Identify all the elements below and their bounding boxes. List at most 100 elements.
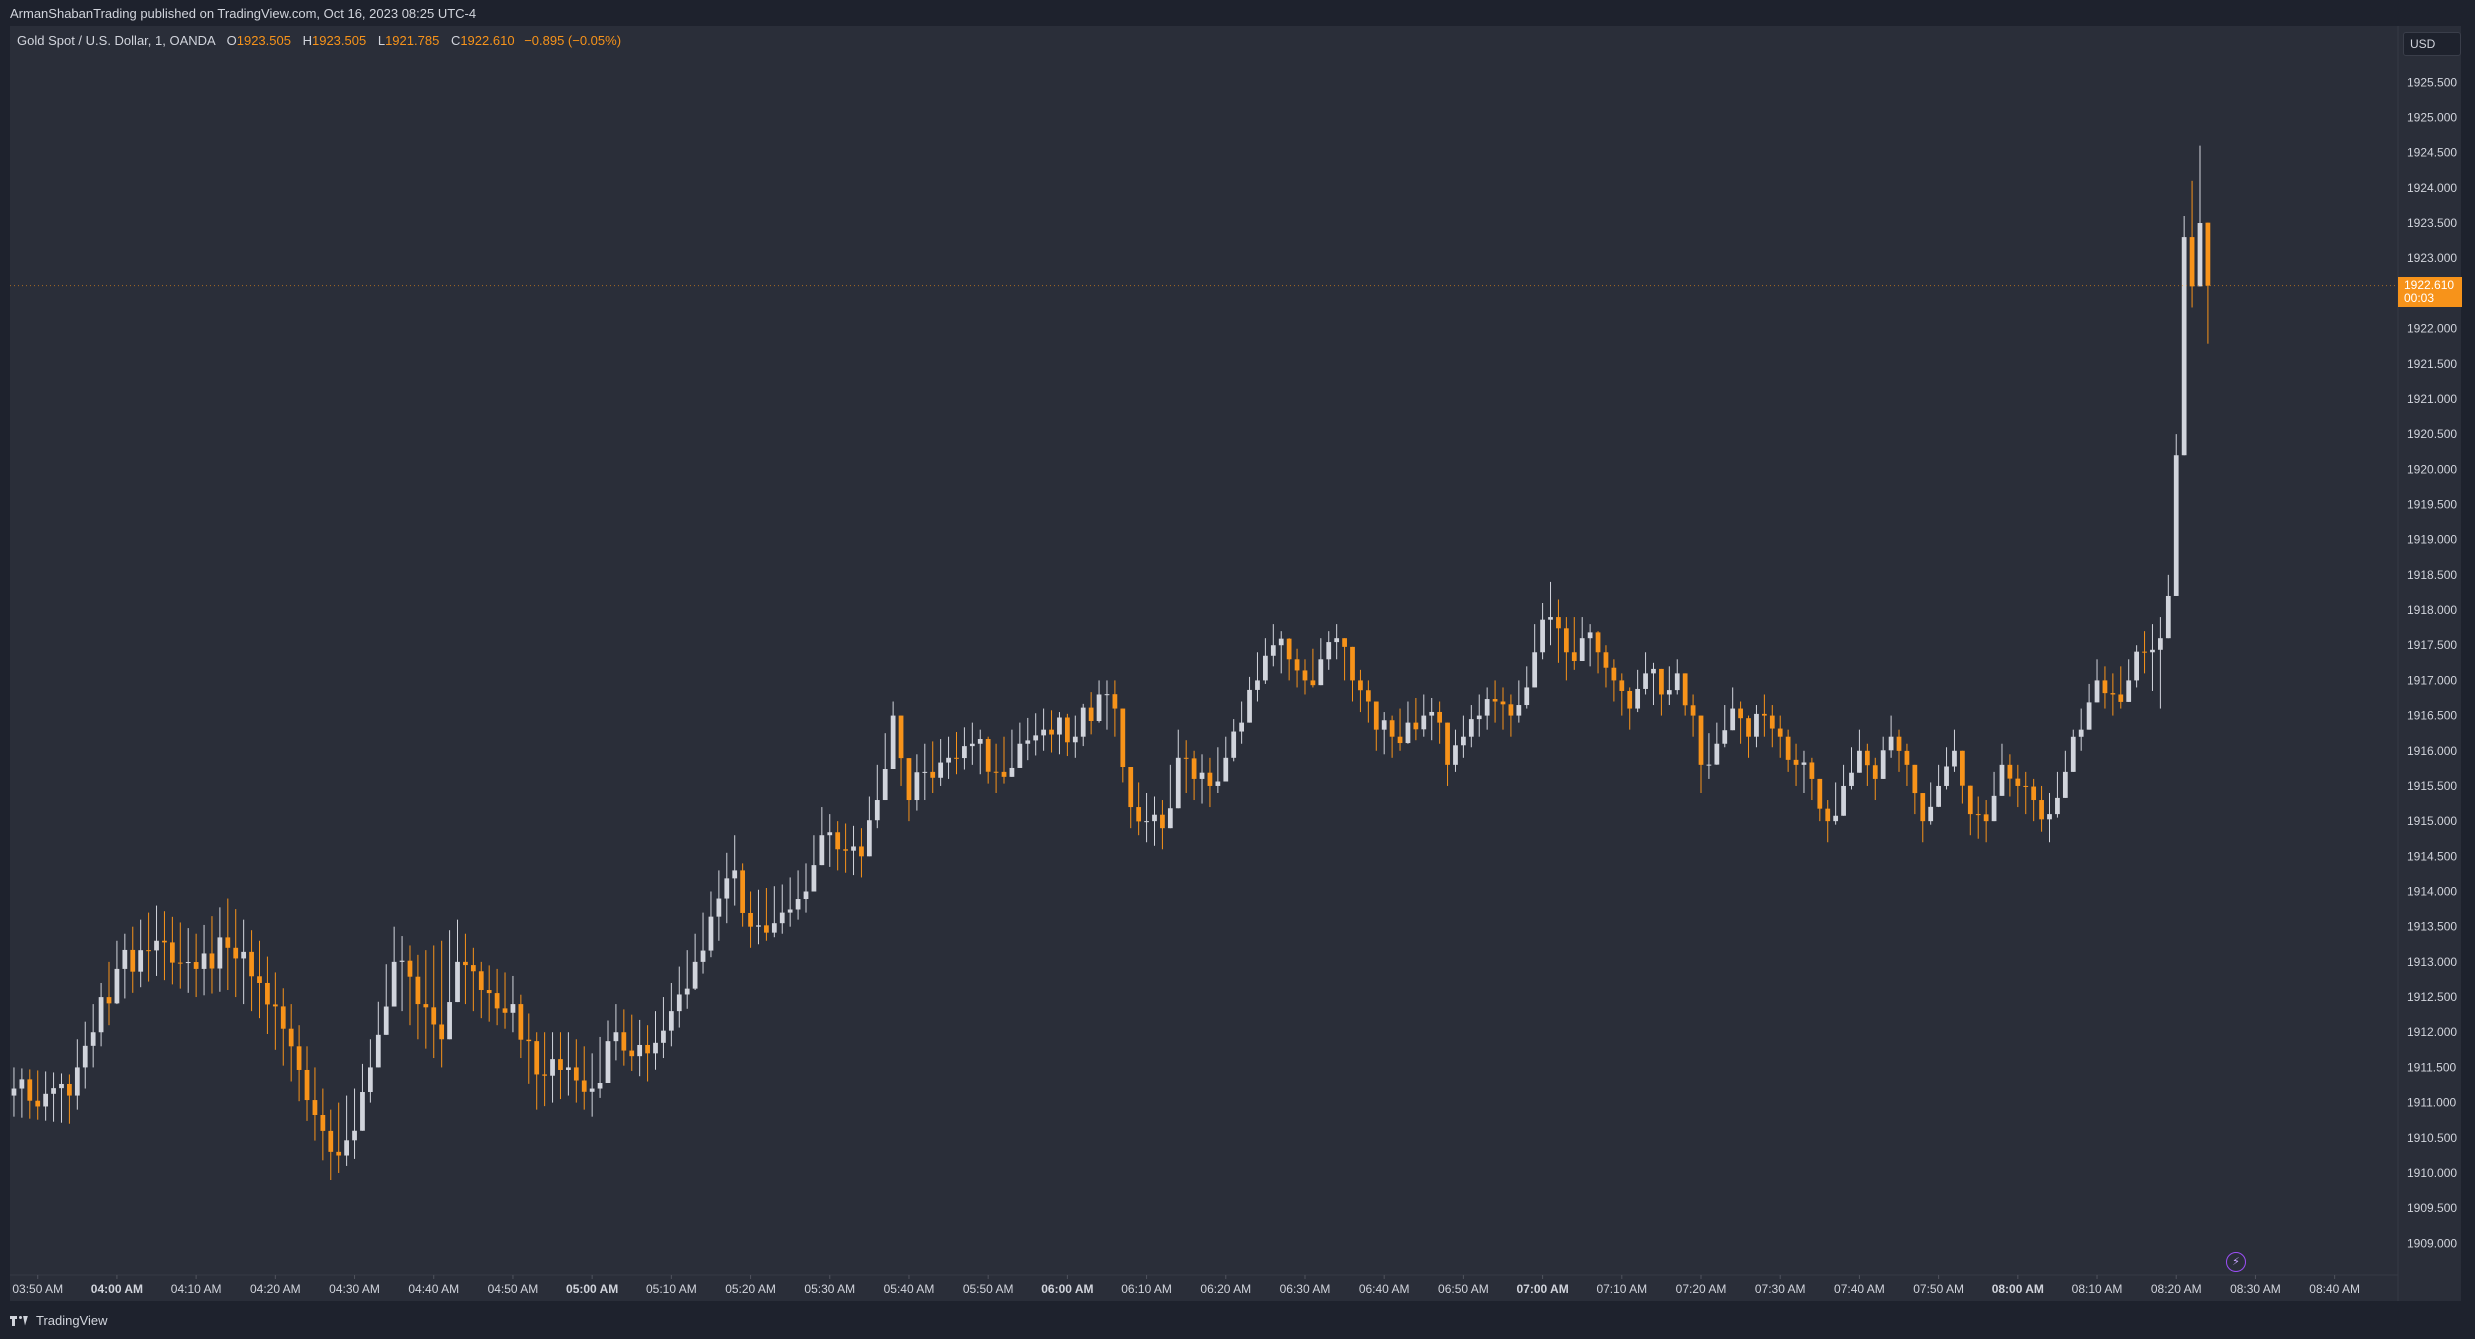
candle-body [2047, 814, 2052, 820]
price-tick-label: 1919.500 [2407, 497, 2457, 511]
candle-body [843, 849, 848, 851]
candle-body [748, 912, 753, 927]
price-tick-label: 1923.000 [2407, 251, 2457, 265]
candle-body [1080, 707, 1086, 737]
price-tick-label: 1922.000 [2407, 322, 2457, 336]
candle-body [304, 1069, 310, 1101]
candle-body [969, 743, 975, 747]
symbol-legend: Gold Spot / U.S. Dollar, 1, OANDA O1923.… [17, 33, 621, 48]
candle-body [518, 1004, 524, 1040]
price-tick-label: 1913.500 [2407, 920, 2457, 934]
candle-body [328, 1130, 334, 1152]
candle-body [993, 771, 999, 773]
candle-body [257, 976, 262, 983]
chart-area[interactable] [10, 26, 2461, 1301]
lightning-bolt-icon[interactable]: ⚡ [2226, 1252, 2246, 1272]
candle-body [558, 1059, 563, 1070]
candle-body [1215, 781, 1221, 786]
candle-body [201, 953, 207, 969]
time-tick-label: 04:10 AM [171, 1282, 222, 1296]
candle-body [352, 1130, 357, 1141]
candle-body [74, 1067, 80, 1096]
candle-body [2150, 649, 2155, 653]
candle-body [106, 997, 112, 1004]
candle-body [375, 1034, 381, 1068]
candle-body [835, 832, 841, 850]
candle-body [1991, 795, 1997, 822]
candle-body [1833, 815, 1839, 822]
candle-body [43, 1093, 49, 1107]
tradingview-brand-text: TradingView [36, 1313, 108, 1328]
candle-body [716, 898, 722, 917]
candle-body [2189, 237, 2195, 287]
candle-body [1635, 688, 1641, 709]
candle-body [1096, 694, 1102, 722]
candle-body [1738, 708, 1743, 719]
candle-body [1516, 705, 1522, 716]
candle-body [130, 949, 136, 972]
candle-body [1191, 758, 1197, 779]
candle-body [1310, 680, 1316, 686]
candle-body [1944, 766, 1949, 786]
candle-body [1160, 814, 1165, 829]
candle-body [1223, 757, 1229, 782]
candle-body [138, 950, 144, 972]
symbol-title[interactable]: Gold Spot / U.S. Dollar, 1, OANDA [17, 33, 215, 48]
candle-body [193, 962, 199, 969]
candle-body [1825, 808, 1831, 822]
time-tick-label: 06:40 AM [1359, 1282, 1410, 1296]
candle-body [1864, 750, 1870, 766]
price-tick-label: 1925.000 [2407, 110, 2457, 124]
candle-body [1405, 722, 1411, 744]
time-tick-label: 08:40 AM [2309, 1282, 2360, 1296]
candle-body [1492, 699, 1498, 702]
candle-body [1659, 668, 1664, 695]
change-value: −0.895 (−0.05%) [524, 33, 622, 48]
candle-body [1666, 690, 1672, 695]
time-tick-label: 06:30 AM [1280, 1282, 1331, 1296]
tradingview-brand-link[interactable]: TradingView [10, 1313, 108, 1328]
candle-body [573, 1067, 579, 1081]
price-tick-label: 1914.500 [2407, 849, 2457, 863]
candle-body [2118, 694, 2124, 702]
open-label: O [226, 33, 237, 48]
candle-body [1009, 767, 1015, 777]
candle-body [795, 899, 801, 910]
candle-body [431, 1007, 437, 1025]
candle-body [1001, 771, 1007, 777]
time-tick-label: 07:00 AM [1516, 1282, 1568, 1296]
candle-body [1619, 680, 1625, 691]
candle-body [1175, 757, 1181, 809]
time-tick-label: 05:10 AM [646, 1282, 697, 1296]
candle-body [1128, 767, 1134, 808]
candle-body [1952, 750, 1957, 767]
candle-body [1468, 719, 1474, 737]
candle-body [859, 846, 864, 857]
candle-body [708, 916, 714, 951]
publisher-text: ArmanShabanTrading published on TradingV… [10, 6, 477, 21]
candle-body [819, 835, 825, 866]
candle-body [1318, 659, 1324, 686]
currency-selector[interactable]: USD [2403, 32, 2461, 56]
candle-body [629, 1050, 635, 1057]
candle-body [1365, 690, 1371, 702]
candle-body [1334, 638, 1340, 643]
candle-body [1358, 680, 1363, 691]
candle-body [637, 1044, 643, 1057]
candle-body [1120, 708, 1126, 768]
candle-body [1651, 668, 1656, 674]
candle-body [740, 870, 746, 913]
candle-body [344, 1140, 349, 1156]
candle-body [811, 865, 817, 892]
candle-body [1928, 806, 1934, 822]
candle-body [1239, 722, 1244, 732]
candle-body [684, 988, 690, 995]
candle-body [59, 1083, 64, 1089]
price-tick-label: 1917.500 [2407, 638, 2457, 652]
candle-body [1967, 785, 1973, 815]
bar-countdown: 00:03 [2404, 290, 2435, 305]
candle-body [90, 1032, 96, 1046]
price-tick-label: 1909.000 [2407, 1236, 2457, 1250]
time-tick-label: 04:20 AM [250, 1282, 301, 1296]
